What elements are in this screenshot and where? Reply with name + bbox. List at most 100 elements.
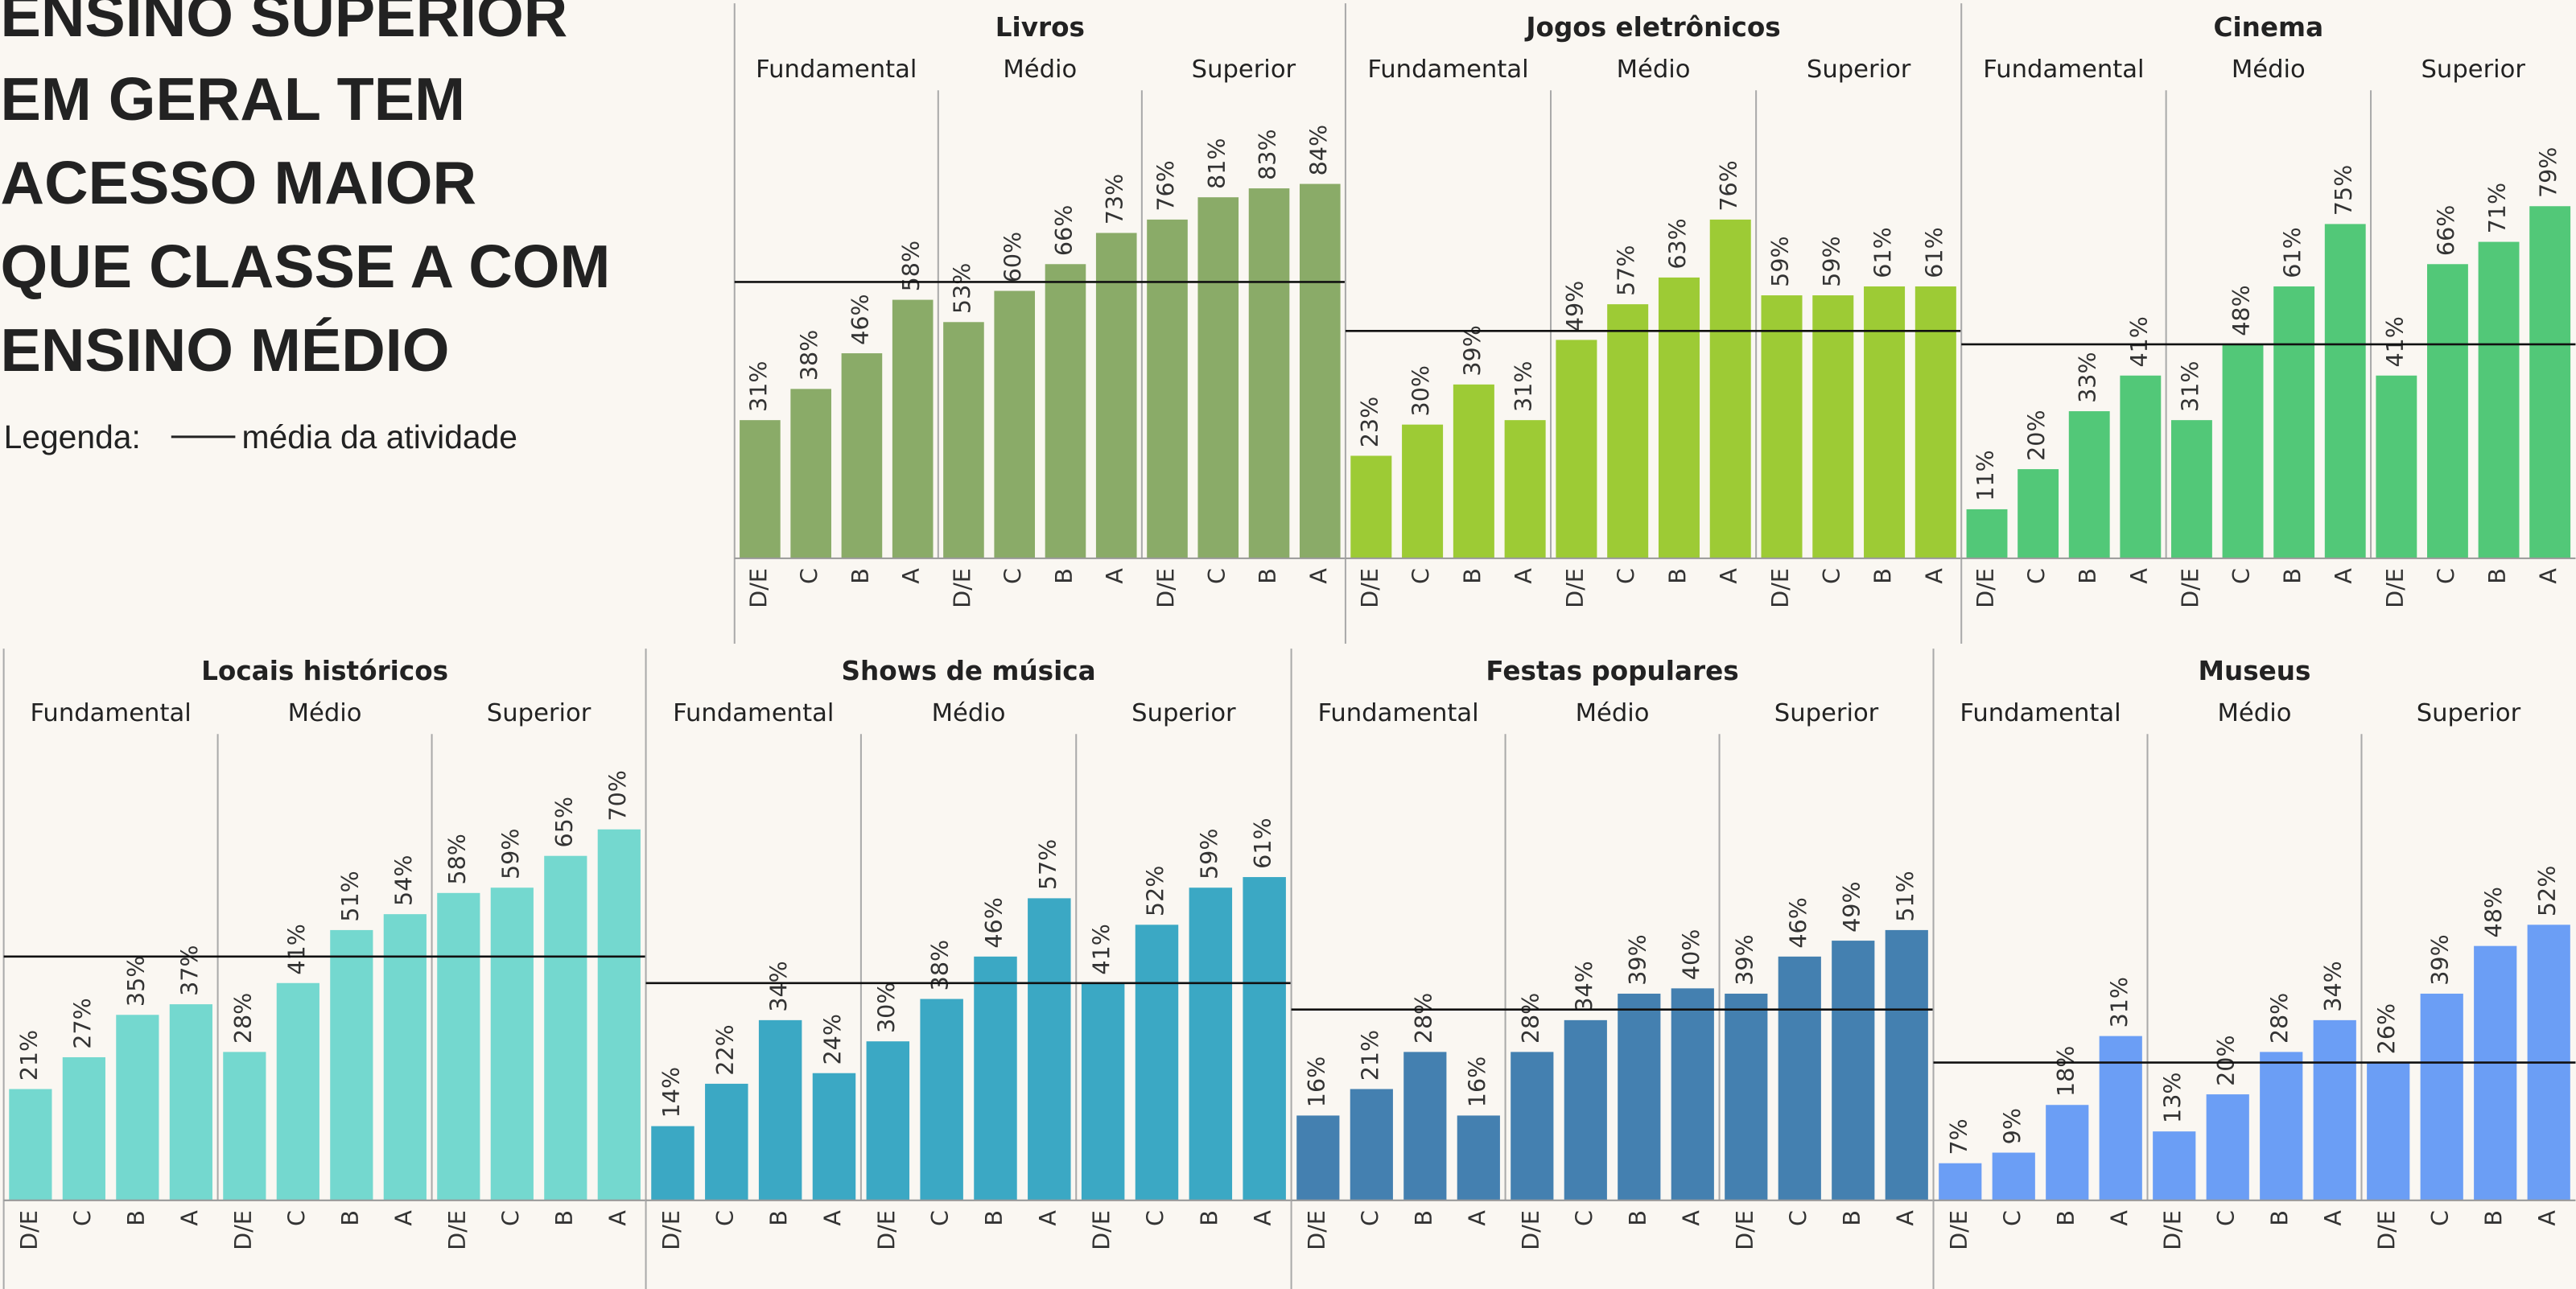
value-label: 30%	[1408, 365, 1435, 416]
value-label: 52%	[2533, 866, 2561, 917]
category-label: C	[1818, 568, 1845, 584]
category-label: D/E	[948, 568, 975, 608]
category-label: A	[1715, 568, 1742, 584]
value-label: 31%	[1510, 360, 1537, 412]
group-label: Fundamental	[756, 56, 917, 84]
group-label: Médio	[932, 699, 1006, 727]
bar	[1299, 183, 1341, 558]
category-label: D/E	[872, 1210, 900, 1250]
category-label: D/E	[1561, 568, 1589, 608]
category-label: A	[1510, 568, 1537, 584]
bar	[2120, 375, 2162, 558]
category-label: C	[2023, 568, 2050, 584]
value-label: 66%	[2432, 205, 2459, 257]
group-label: Fundamental	[1960, 699, 2121, 727]
bar	[2313, 1019, 2356, 1200]
value-label: 34%	[1570, 961, 1597, 1012]
category-label: D/E	[229, 1210, 257, 1250]
category-label: D/E	[1303, 1210, 1330, 1250]
bar	[1402, 424, 1444, 558]
value-label: 58%	[897, 241, 925, 292]
group-label: Médio	[2232, 56, 2306, 84]
value-label: 39%	[1624, 934, 1651, 985]
group-label: Superior	[2417, 699, 2521, 727]
value-label: 40%	[1677, 929, 1704, 981]
value-label: 60%	[999, 232, 1027, 283]
value-label: 41%	[1088, 924, 1115, 975]
category-label: B	[1869, 568, 1897, 584]
bar	[1885, 929, 1928, 1200]
value-label: 22%	[711, 1024, 739, 1076]
value-label: 63%	[1663, 218, 1691, 270]
bar	[490, 887, 534, 1200]
value-label: 9%	[1998, 1108, 2026, 1144]
bar	[1939, 1163, 1982, 1200]
title-line: ENSINO MÉDIO	[1, 316, 450, 384]
category-label: B	[2266, 1210, 2294, 1226]
bar	[1709, 219, 1751, 558]
category-label: B	[1050, 568, 1078, 584]
bar	[920, 999, 963, 1200]
category-label: B	[122, 1210, 150, 1226]
bar	[1658, 277, 1700, 558]
bar	[1832, 941, 1875, 1200]
category-label: A	[897, 568, 925, 584]
bar	[1966, 509, 2008, 558]
bar	[1248, 188, 1290, 558]
category-label: A	[2535, 568, 2562, 584]
bar	[2170, 420, 2212, 558]
value-label: 34%	[2319, 961, 2347, 1012]
value-label: 53%	[948, 263, 975, 315]
bar	[1671, 988, 1714, 1200]
value-label: 16%	[1463, 1056, 1490, 1108]
group-label: Médio	[1003, 56, 1077, 84]
value-label: 37%	[175, 945, 203, 996]
value-label: 71%	[2483, 183, 2511, 233]
value-label: 84%	[1304, 125, 1332, 176]
value-label: 28%	[1410, 993, 1437, 1044]
category-label: C	[1356, 1210, 1383, 1226]
group-label: Médio	[1617, 56, 1691, 84]
value-label: 76%	[1715, 160, 1742, 212]
value-label: 28%	[2266, 993, 2294, 1044]
value-label: 35%	[122, 956, 150, 1007]
bar	[1350, 455, 1392, 558]
group-label: Superior	[1807, 56, 1911, 84]
bar	[866, 1041, 910, 1200]
category-label: D/E	[1731, 1210, 1758, 1250]
bar	[2068, 411, 2110, 558]
group-label: Superior	[2421, 56, 2526, 84]
category-label: A	[1920, 568, 1947, 584]
category-label: C	[2212, 1210, 2240, 1226]
value-label: 49%	[1838, 881, 1865, 933]
bar	[1914, 286, 1956, 558]
value-label: 28%	[1517, 993, 1544, 1044]
bar	[1296, 1115, 1340, 1200]
bar	[2367, 1062, 2410, 1200]
value-label: 61%	[1869, 227, 1897, 278]
group-label: Fundamental	[1983, 56, 2144, 84]
category-label: D/E	[1945, 1210, 1972, 1250]
value-label: 59%	[497, 829, 524, 880]
category-label: D/E	[15, 1210, 43, 1250]
category-label: D/E	[2159, 1210, 2187, 1250]
bar	[1457, 1115, 1500, 1200]
category-label: C	[497, 1210, 524, 1226]
category-label: C	[68, 1210, 96, 1226]
group-label: Superior	[1131, 699, 1236, 727]
category-label: B	[550, 1210, 578, 1226]
panel-title: Shows de música	[841, 656, 1095, 686]
value-label: 46%	[847, 294, 874, 345]
bar	[2273, 286, 2315, 558]
bar	[1095, 233, 1137, 558]
title-line: ACESSO MAIOR	[1, 149, 476, 216]
bar	[892, 299, 934, 558]
category-label: A	[604, 1210, 631, 1226]
bar	[2099, 1036, 2142, 1200]
value-label: 30%	[872, 982, 900, 1034]
category-label: C	[1784, 1210, 1811, 1226]
category-label: C	[1203, 568, 1230, 584]
category-label: B	[2483, 568, 2511, 584]
category-label: B	[2480, 1210, 2508, 1226]
